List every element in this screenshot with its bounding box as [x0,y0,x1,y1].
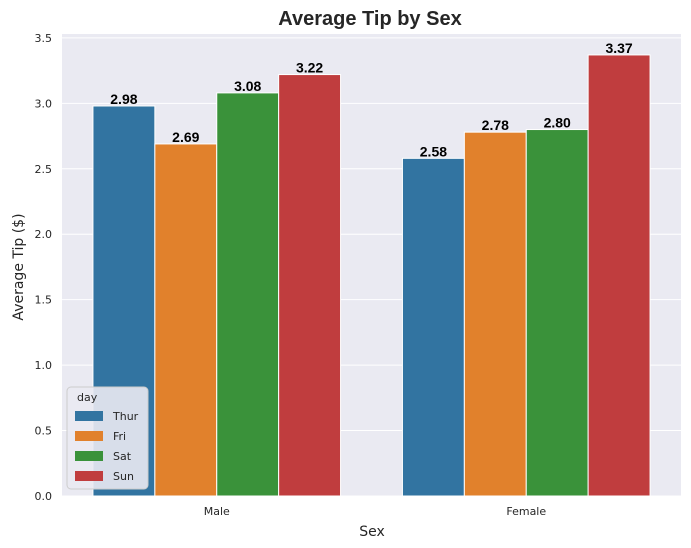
y-tick-label: 3.5 [35,32,53,45]
y-axis-ticks: 0.0 0.5 1.0 1.5 2.0 2.5 3.0 3.5 [35,32,53,503]
bar-male-fri [154,143,218,497]
value-label-male-fri: 2.69 [172,129,199,145]
y-tick-label: 0.5 [35,425,53,438]
legend-title: day [77,391,98,404]
value-label-male-thur: 2.98 [110,91,137,107]
y-axis-label: Average Tip ($) [11,213,27,320]
bars-layer [92,54,651,497]
bar-male-sat [216,92,280,497]
legend-label-sun: Sun [113,470,134,483]
bar-female-sun [587,54,651,497]
value-label-female-sat: 2.80 [544,115,571,131]
legend-label-fri: Fri [113,430,126,443]
value-label-male-sun: 3.22 [296,60,323,76]
value-label-female-thur: 2.58 [420,143,447,159]
legend-swatch-fri [75,431,103,441]
legend-swatch-sat [75,451,103,461]
legend-swatch-sun [75,471,103,481]
x-axis-ticks: Male Female [204,505,547,518]
value-label-female-sun: 3.37 [605,40,632,56]
x-axis-label: Sex [359,524,385,540]
bar-female-fri [463,131,527,497]
bar-female-thur [401,157,465,497]
y-tick-label: 0.0 [35,490,53,503]
x-tick-label-male: Male [204,505,230,518]
chart-title: Average Tip by Sex [278,8,461,30]
x-tick-label-female: Female [506,505,546,518]
y-tick-label: 2.5 [35,163,53,176]
value-label-female-fri: 2.78 [482,117,509,133]
value-label-male-sat: 3.08 [234,78,261,94]
legend-swatch-thur [75,411,103,421]
bar-male-sun [278,74,342,497]
y-tick-label: 1.5 [35,294,53,307]
y-tick-label: 1.0 [35,359,53,372]
legend: day Thur Fri Sat Sun [66,386,149,490]
value-labels-layer: 2.98 2.69 3.08 3.22 2.58 2.78 2.80 3.37 [110,40,633,159]
legend-label-thur: Thur [112,410,139,423]
bar-female-sat [525,129,589,497]
y-tick-label: 2.0 [35,228,53,241]
y-tick-label: 3.0 [35,97,53,110]
legend-label-sat: Sat [113,450,132,463]
